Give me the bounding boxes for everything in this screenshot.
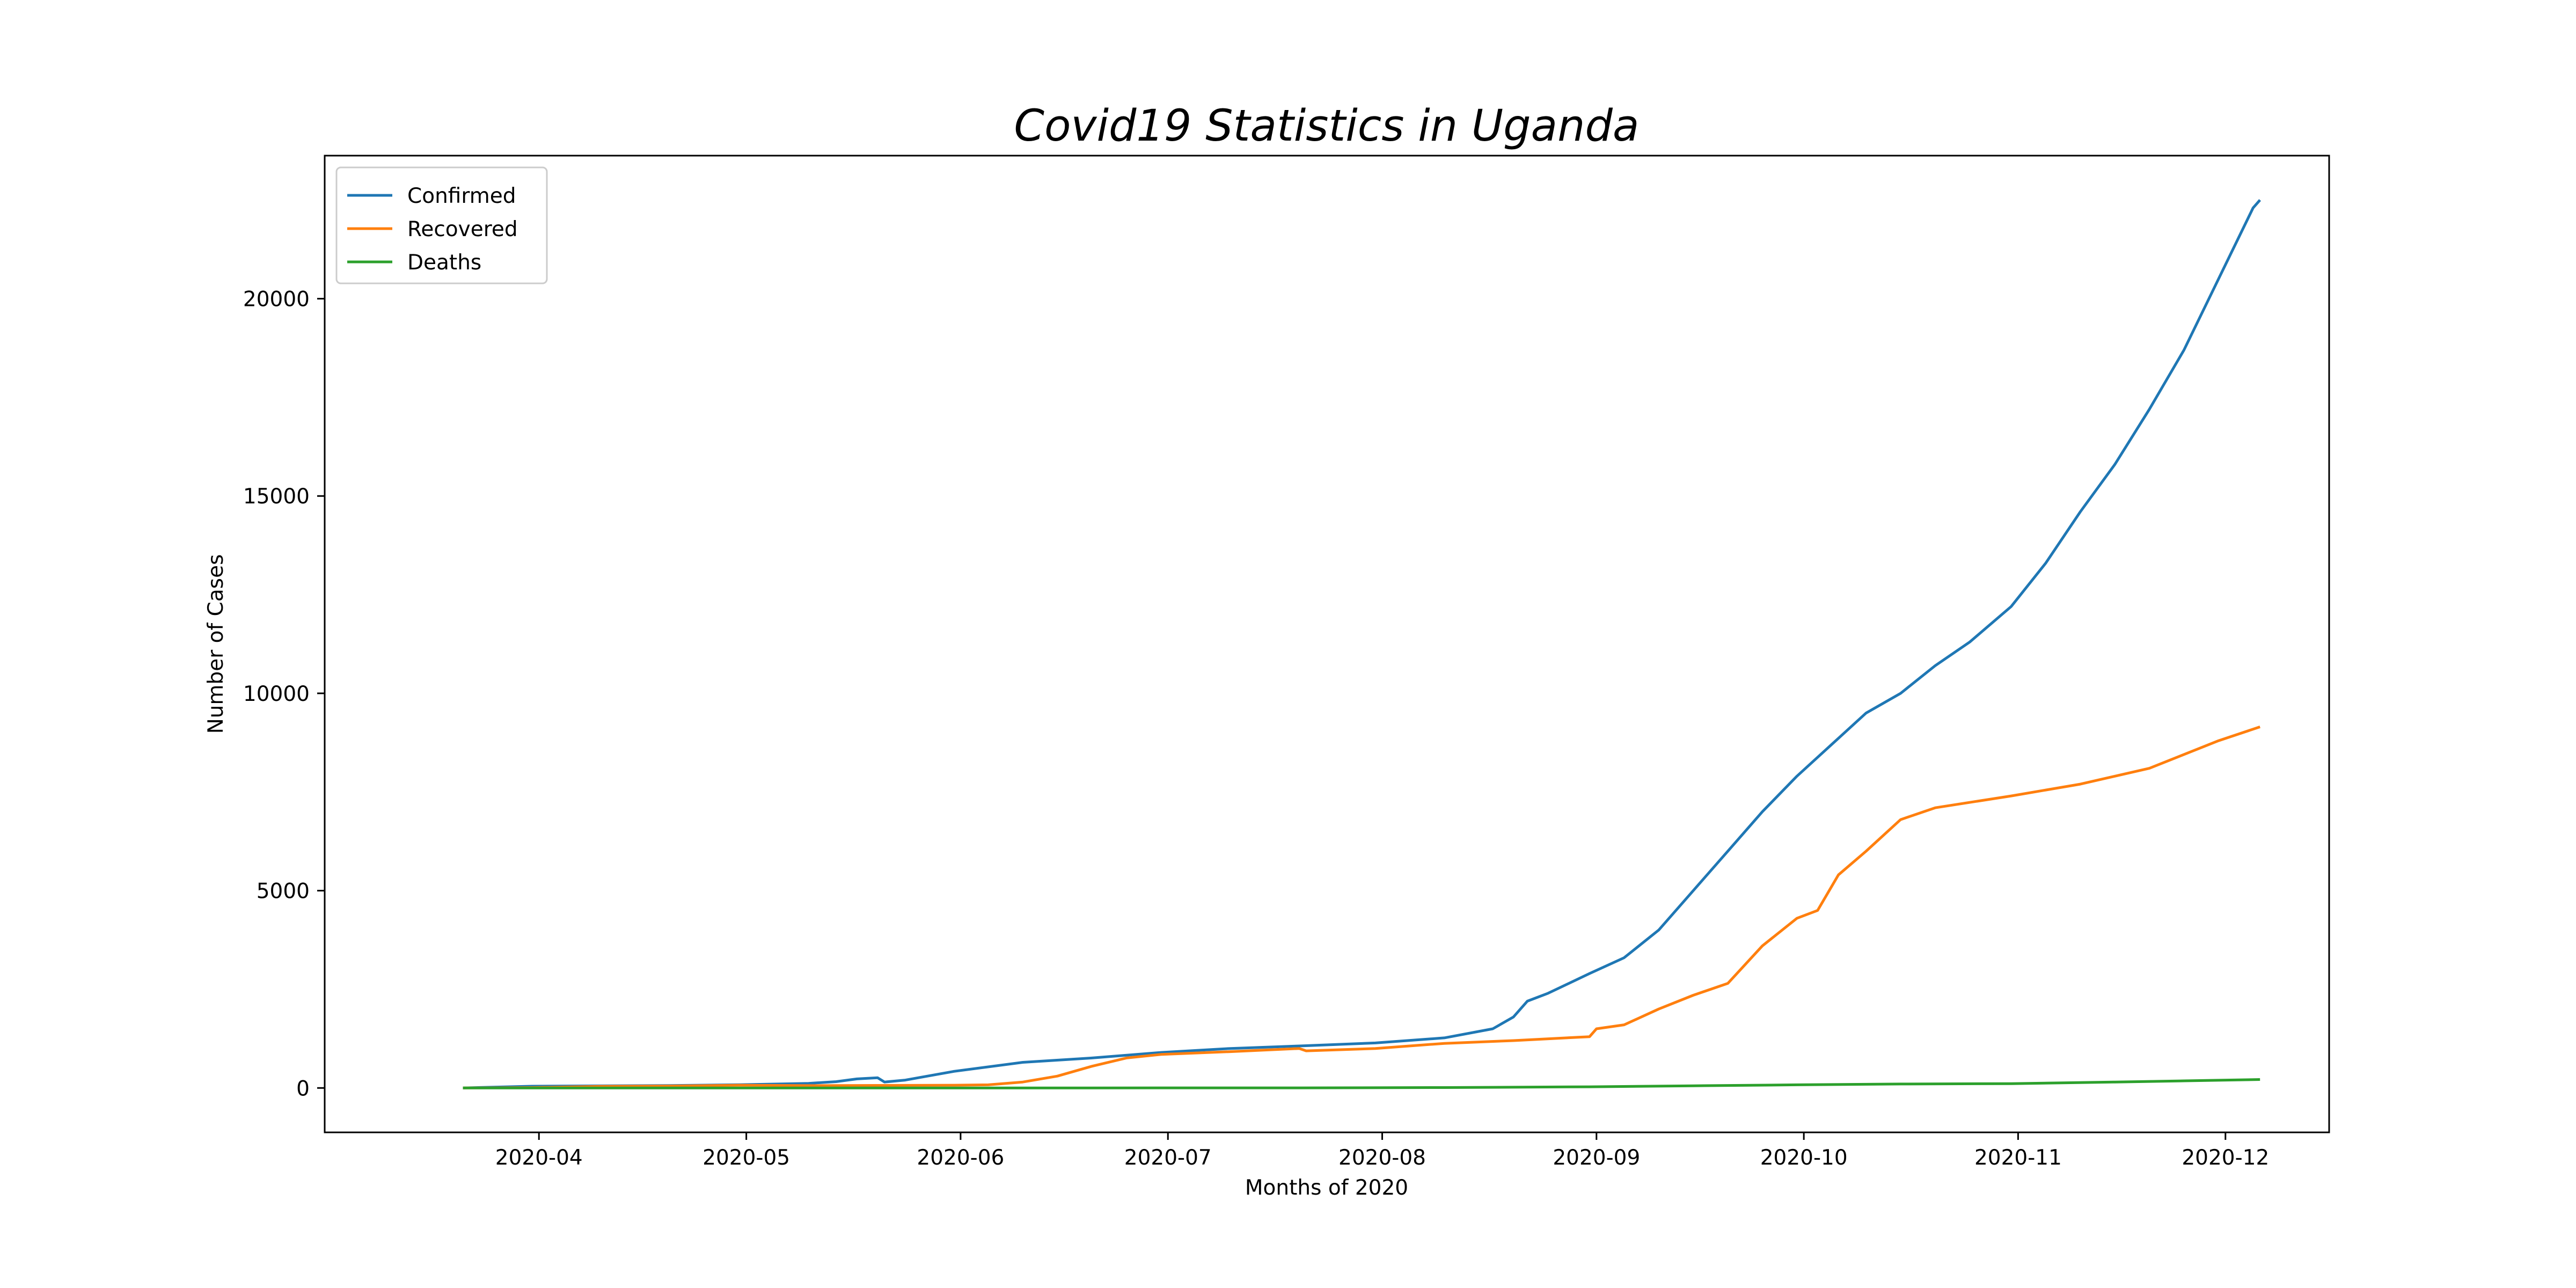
series-line-recovered xyxy=(463,726,2260,1089)
y-axis-label: Number of Cases xyxy=(204,554,228,734)
plot-area: 2020-04 2020-05 2020-06 2020-07 2020-08 2020-… xyxy=(243,155,2330,1170)
y-tick-label: 0 xyxy=(296,1077,310,1101)
y-tick-label: 5000 xyxy=(257,880,310,904)
y-tick-label: 15000 xyxy=(243,485,310,509)
series-line-confirmed xyxy=(463,199,2262,1089)
axes-frame xyxy=(324,155,2330,1133)
legend-label: Recovered xyxy=(407,217,518,241)
legend: Confirmed Recovered Deaths xyxy=(335,166,548,284)
x-tick-label: 2020-07 xyxy=(1124,1146,1212,1170)
legend-label: Confirmed xyxy=(407,184,516,208)
x-tick-label: 2020-12 xyxy=(2182,1146,2269,1170)
y-tick-label: 10000 xyxy=(243,682,310,706)
x-tick-label: 2020-06 xyxy=(917,1146,1004,1170)
x-tick-label: 2020-05 xyxy=(702,1146,790,1170)
y-tick-label: 20000 xyxy=(243,288,310,312)
x-tick-label: 2020-09 xyxy=(1553,1146,1640,1170)
legend-label: Deaths xyxy=(407,251,481,275)
series-line-deaths xyxy=(463,1078,2260,1089)
x-tick-label: 2020-10 xyxy=(1760,1146,1848,1170)
x-axis-label: Months of 2020 xyxy=(1245,1176,1408,1200)
chart-title: Covid19 Statistics in Uganda xyxy=(1014,101,1639,151)
x-tick-label: 2020-08 xyxy=(1338,1146,1426,1170)
x-tick-label: 2020-11 xyxy=(1974,1146,2062,1170)
x-tick-label: 2020-04 xyxy=(495,1146,583,1170)
